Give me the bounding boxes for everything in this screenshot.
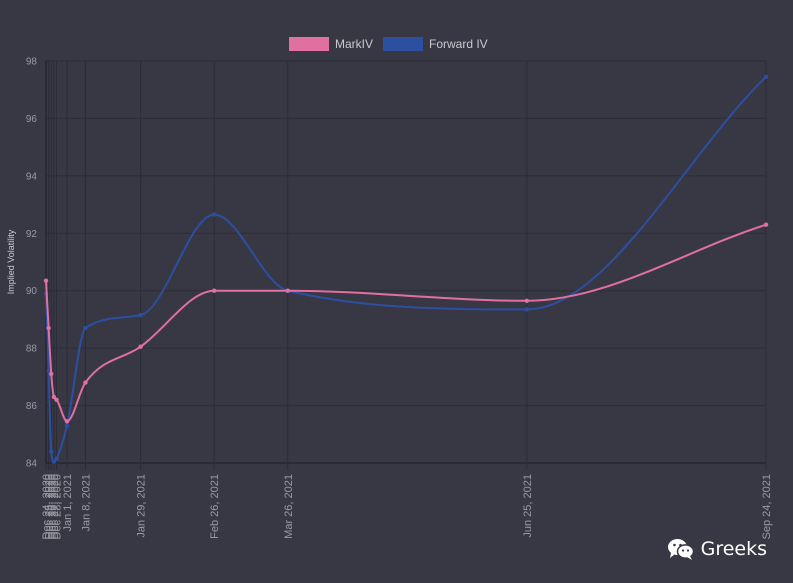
watermark-text: Greeks	[700, 538, 767, 560]
data-point-0-5[interactable]	[64, 419, 70, 424]
x-tick-label-8: Feb 26, 2021	[209, 474, 221, 539]
x-tick-label-10: Jun 25, 2021	[522, 474, 534, 538]
data-point-1-3[interactable]	[51, 459, 57, 464]
x-tick-label-7: Jan 29, 2021	[136, 474, 148, 538]
data-point-0-10[interactable]	[524, 298, 530, 303]
data-point-0-6[interactable]	[83, 380, 88, 385]
x-tick-label-5: Jan 1, 2021	[62, 474, 74, 532]
y-tick-label-5: 94	[26, 171, 38, 182]
data-point-0-4[interactable]	[54, 397, 59, 403]
data-point-1-5[interactable]	[64, 423, 70, 428]
legend-label-0: MarkIV	[335, 37, 373, 51]
data-point-1-8[interactable]	[211, 212, 217, 217]
x-tick-label-6: Jan 8, 2021	[80, 474, 92, 532]
data-point-0-2[interactable]	[49, 371, 54, 377]
x-tick-label-11: Sep 24, 2021	[761, 474, 773, 539]
y-tick-label-2: 88	[26, 344, 38, 355]
legend-item-1[interactable]: Forward IV	[383, 37, 488, 51]
x-tick-label-9: Mar 26, 2021	[283, 474, 295, 539]
data-point-1-10[interactable]	[524, 307, 530, 312]
legend-label-1: Forward IV	[429, 37, 488, 51]
data-point-0-11[interactable]	[763, 222, 769, 227]
y-axis: 84 86 88 90 92 94 96 98	[26, 57, 38, 470]
series-line-1	[45, 76, 767, 463]
y-tick-label-0: 84	[26, 459, 38, 470]
x-tick-label-1: Dec 25, 2020	[44, 474, 56, 539]
wechat-icon	[667, 539, 694, 560]
x-tick-label-2: Dec 26, 2020	[46, 474, 58, 539]
y-tick-label-6: 96	[26, 114, 38, 125]
legend-swatch-1	[383, 37, 423, 51]
data-point-1-4[interactable]	[54, 456, 59, 461]
data-point-1-11[interactable]	[763, 74, 769, 79]
data-point-0-8[interactable]	[211, 288, 217, 293]
series-0	[43, 222, 769, 424]
grid	[45, 60, 767, 470]
y-axis-title: Implied Volatility	[6, 229, 16, 294]
data-point-1-1[interactable]	[46, 368, 51, 374]
data-point-0-0[interactable]	[43, 278, 49, 283]
series-line-0	[45, 223, 767, 423]
watermark: Greeks	[667, 537, 767, 561]
y-tick-label-4: 92	[26, 229, 38, 240]
data-point-0-7[interactable]	[138, 344, 143, 349]
legend[interactable]: MarkIV Forward IV	[289, 37, 488, 51]
x-tick-label-4: Dec 28, 2020	[52, 474, 64, 539]
y-tick-label-3: 90	[26, 286, 38, 297]
data-point-1-6[interactable]	[83, 325, 88, 331]
data-point-1-7[interactable]	[138, 312, 143, 318]
series-group	[43, 74, 769, 464]
x-tick-label-3: Dec 27, 2020	[49, 474, 61, 539]
legend-item-0[interactable]: MarkIV	[289, 37, 373, 51]
x-tick-label-0: Dec 24, 2020	[41, 474, 53, 539]
y-tick-label-1: 86	[26, 401, 38, 412]
legend-swatch-0	[289, 37, 329, 51]
y-tick-label-7: 98	[26, 57, 38, 68]
data-point-0-1[interactable]	[46, 325, 51, 331]
data-point-1-2[interactable]	[49, 449, 54, 454]
data-point-0-9[interactable]	[285, 288, 290, 293]
data-point-0-3[interactable]	[51, 394, 57, 400]
series-1	[43, 74, 769, 464]
